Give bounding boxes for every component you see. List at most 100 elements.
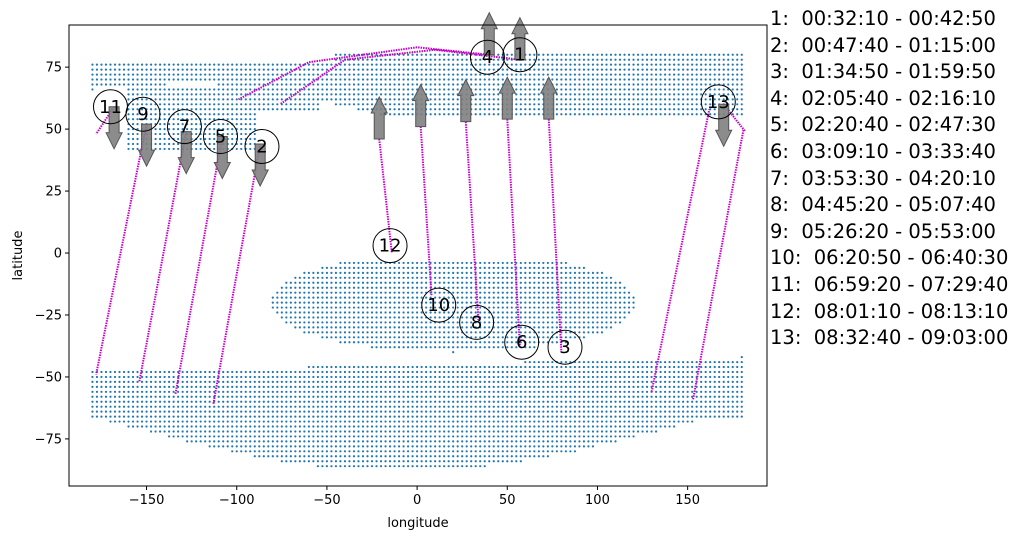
grid-point xyxy=(551,286,554,289)
grid-point xyxy=(172,420,175,423)
grid-point xyxy=(578,311,581,314)
grid-point xyxy=(406,430,410,433)
grid-point xyxy=(605,321,608,324)
grid-point xyxy=(307,455,310,458)
grid-point xyxy=(429,430,432,433)
grid-point xyxy=(131,405,135,408)
grid-point xyxy=(195,435,198,438)
grid-point xyxy=(609,326,613,329)
grid-point xyxy=(217,405,220,408)
grid-point xyxy=(443,465,446,468)
grid-point xyxy=(361,58,365,61)
grid-point xyxy=(425,53,428,56)
grid-point xyxy=(316,98,319,101)
grid-point xyxy=(149,400,153,403)
grid-point xyxy=(528,400,531,403)
grid-point xyxy=(172,108,175,111)
grid-point xyxy=(307,445,310,448)
grid-point xyxy=(217,83,220,86)
grid-point xyxy=(172,147,175,151)
grid-point xyxy=(136,390,139,393)
grid-point xyxy=(136,88,139,91)
grid-point xyxy=(515,430,518,433)
grid-point xyxy=(384,385,387,388)
grid-point xyxy=(366,455,369,458)
grid-point xyxy=(100,415,103,418)
grid-point xyxy=(397,450,401,453)
grid-point xyxy=(510,53,513,56)
grid-point xyxy=(560,261,563,265)
grid-point xyxy=(388,73,392,76)
grid-point xyxy=(235,405,238,408)
grid-point xyxy=(474,465,477,468)
grid-point xyxy=(379,365,383,369)
grid-point xyxy=(632,98,635,101)
grid-point xyxy=(618,375,622,379)
grid-point xyxy=(172,380,175,384)
grid-point xyxy=(122,390,126,393)
grid-point xyxy=(537,360,540,364)
grid-point xyxy=(402,380,405,384)
grid-point xyxy=(614,88,617,91)
grid-point xyxy=(235,385,238,388)
grid-point xyxy=(479,341,482,344)
grid-point xyxy=(289,301,292,304)
grid-point xyxy=(582,63,586,66)
grid-point xyxy=(361,291,365,294)
grid-point xyxy=(501,331,504,334)
grid-point xyxy=(537,326,540,329)
grid-point xyxy=(456,375,459,379)
grid-point xyxy=(456,58,459,61)
grid-point xyxy=(461,465,464,468)
grid-point xyxy=(298,108,301,111)
grid-point xyxy=(104,370,108,374)
grid-point xyxy=(497,281,500,284)
grid-point xyxy=(280,420,283,423)
grid-point xyxy=(343,281,347,284)
grid-point xyxy=(632,395,635,398)
grid-point xyxy=(519,395,522,398)
grid-point xyxy=(312,306,315,309)
grid-point xyxy=(136,142,139,146)
grid-point xyxy=(479,390,482,393)
grid-point xyxy=(298,286,301,289)
grid-point xyxy=(519,113,522,116)
grid-point xyxy=(258,450,261,453)
grid-point xyxy=(632,435,635,438)
grid-point xyxy=(443,296,446,299)
grid-point xyxy=(154,98,157,101)
grid-point xyxy=(213,445,216,448)
grid-point xyxy=(497,385,500,388)
grid-point xyxy=(213,127,216,131)
grid-point xyxy=(483,276,486,279)
grid-point xyxy=(222,93,225,96)
grid-point xyxy=(276,68,279,71)
grid-point xyxy=(537,68,540,71)
grid-point xyxy=(91,73,94,76)
grid-point xyxy=(479,445,482,448)
grid-point xyxy=(492,311,495,314)
grid-point xyxy=(483,93,486,96)
grid-point xyxy=(470,455,473,458)
grid-point xyxy=(276,291,279,294)
grid-point xyxy=(605,58,608,61)
grid-point xyxy=(591,331,595,334)
grid-point xyxy=(564,306,567,309)
grid-point xyxy=(154,405,157,408)
grid-point xyxy=(551,68,554,71)
grid-point xyxy=(168,410,171,413)
grid-point xyxy=(339,405,342,408)
grid-point xyxy=(546,316,549,319)
grid-point xyxy=(339,58,342,61)
grid-point xyxy=(325,63,329,66)
grid-point xyxy=(343,405,347,408)
grid-point xyxy=(136,108,139,111)
grid-point xyxy=(506,321,509,324)
grid-point xyxy=(195,147,198,151)
grid-point xyxy=(546,58,549,61)
grid-point xyxy=(524,271,527,274)
grid-point xyxy=(190,370,193,374)
grid-point xyxy=(596,375,599,379)
grid-point xyxy=(285,450,288,453)
grid-point xyxy=(325,425,329,428)
